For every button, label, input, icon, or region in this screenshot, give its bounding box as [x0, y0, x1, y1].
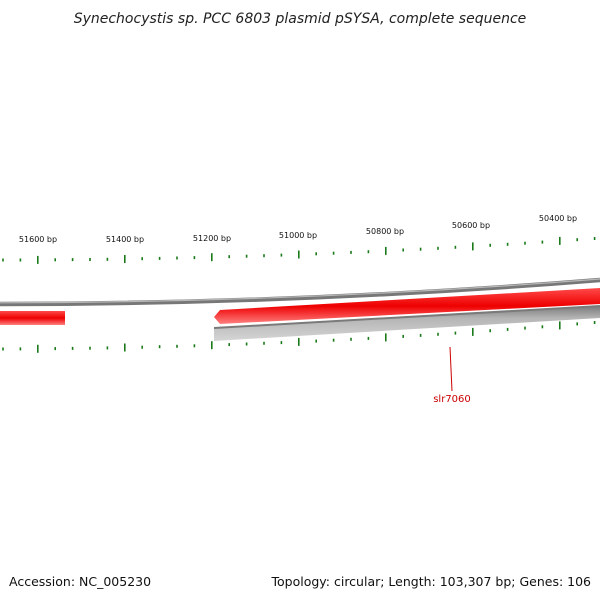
tick-labels: 51600 bp 51400 bp 51200 bp 51000 bp 5080…: [19, 214, 577, 244]
tick-label: 50400 bp: [539, 214, 577, 223]
gene-reverse-edge: [213, 305, 600, 329]
map-title: Synechocystis sp. PCC 6803 plasmid pSYSA…: [74, 11, 527, 27]
gene-forward-arrow[interactable]: [214, 288, 600, 324]
tick-label: 51600 bp: [19, 235, 57, 244]
gene-label-slr7060[interactable]: slr7060: [433, 394, 471, 405]
backbone-ring: [0, 277, 600, 307]
tick-label: 51200 bp: [193, 234, 231, 243]
accession-text: Accession: NC_005230: [9, 574, 151, 589]
tick-label: 51400 bp: [106, 235, 144, 244]
tick-label: 50800 bp: [366, 227, 404, 236]
inner-tick-row: [2, 321, 596, 353]
tick-label: 50600 bp: [452, 221, 490, 230]
gene-reverse-segment[interactable]: [214, 306, 600, 341]
outer-tick-row: [2, 236, 596, 264]
backbone-highlight: [0, 278, 600, 304]
tick-label: 51000 bp: [279, 231, 317, 240]
gene-forward-left[interactable]: [0, 311, 65, 325]
gene-callout-line: [449, 346, 453, 392]
topology-summary: Topology: circular; Length: 103,307 bp; …: [271, 574, 592, 589]
